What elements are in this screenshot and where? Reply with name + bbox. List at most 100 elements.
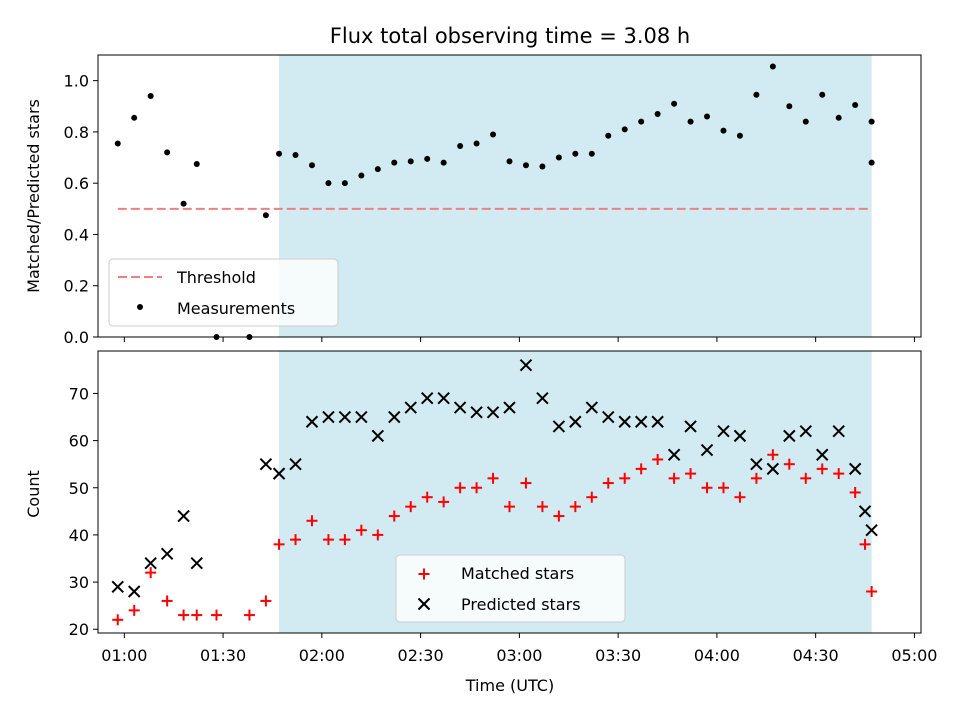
matched-point <box>859 538 871 550</box>
measurement-point <box>114 140 121 147</box>
predicted-point <box>634 415 648 428</box>
x-stroke-b <box>128 585 141 598</box>
matched-point <box>553 510 565 522</box>
x-stroke-b <box>783 429 796 443</box>
predicted-point <box>700 443 714 457</box>
matched-point <box>734 491 746 503</box>
predicted-point <box>259 457 273 471</box>
legend-predicted-label: Predicted stars <box>461 595 581 614</box>
predicted-point <box>799 424 812 438</box>
y-tick-label: 40 <box>69 526 89 545</box>
predicted-point <box>453 401 467 414</box>
measurement-point <box>391 159 398 166</box>
x-stroke-b <box>503 401 516 414</box>
x-stroke-b <box>865 523 878 537</box>
x-stroke-b <box>322 410 335 424</box>
x-stroke-b <box>799 424 812 438</box>
x-stroke-b <box>470 406 483 419</box>
x-stroke-b <box>177 509 190 523</box>
predicted-point <box>128 585 141 598</box>
legend-frame <box>108 258 339 327</box>
predicted-point <box>585 401 599 414</box>
measurement-point <box>180 200 187 207</box>
measurement-point <box>325 180 332 187</box>
x-stroke-b <box>684 420 697 433</box>
predicted-point <box>569 415 582 428</box>
x-axis-label: Time (UTC) <box>465 676 554 695</box>
measurement-point <box>555 154 562 161</box>
predicted-point <box>667 448 681 461</box>
predicted-point <box>355 410 368 424</box>
measurement-point <box>407 158 414 165</box>
x-stroke-b <box>420 391 434 405</box>
matched-point <box>569 501 581 513</box>
x-stroke-b <box>618 415 631 428</box>
y-tick-label: 0.0 <box>64 328 89 347</box>
x-stroke-b <box>766 462 780 476</box>
measurement-point <box>506 158 513 165</box>
x-tick-label: 05:00 <box>891 646 937 665</box>
matched-point <box>619 472 631 484</box>
count-legend: Matched stars Predicted stars <box>395 554 626 623</box>
x-stroke-b <box>651 415 664 428</box>
measurement-point <box>720 127 727 134</box>
x-stroke-b <box>667 448 681 461</box>
matched-point <box>191 609 203 621</box>
measurement-point <box>736 132 743 139</box>
predicted-point <box>766 462 780 476</box>
y-tick-label: 0.2 <box>64 277 89 296</box>
predicted-point <box>858 505 872 518</box>
matched-point <box>322 534 334 546</box>
x-stroke-b <box>717 424 730 438</box>
matched-point <box>372 529 384 541</box>
count-x-ticks: 01:00 01:30 02:00 02:30 03:00 03:30 04:00 04:30… <box>101 633 937 665</box>
x-stroke-b <box>160 547 174 560</box>
matched-point <box>866 586 878 598</box>
matched-point <box>520 477 532 489</box>
measurement-point <box>572 150 579 157</box>
observing-window-top <box>279 55 872 337</box>
matched-point <box>800 472 812 484</box>
x-stroke-b <box>404 401 417 414</box>
matched-point <box>112 614 124 626</box>
x-stroke-b <box>816 448 829 461</box>
measurement-point <box>753 91 760 98</box>
measurement-point <box>292 151 299 158</box>
predicted-point <box>519 358 533 372</box>
measurement-point <box>131 114 138 121</box>
x-tick-label: 02:30 <box>398 646 444 665</box>
measurement-point <box>358 172 365 179</box>
measurement-point <box>605 132 612 139</box>
predicted-point <box>322 410 335 424</box>
x-stroke-b <box>305 415 319 428</box>
measurement-point <box>588 150 595 157</box>
predicted-point <box>420 391 434 405</box>
y-tick-label: 0.6 <box>64 174 89 193</box>
matched-point <box>421 491 433 503</box>
measurement-point <box>374 166 381 173</box>
ratio-y-label: Matched/Predicted stars <box>24 99 43 293</box>
chart-title: Flux total observing time = 3.08 h <box>330 24 690 48</box>
matched-point <box>273 538 285 550</box>
y-tick-label: 70 <box>69 384 89 403</box>
x-tick-label: 03:00 <box>496 646 542 665</box>
matched-point <box>438 496 450 508</box>
matched-point <box>750 472 762 484</box>
ratio-panel: 0.0 0.2 0.4 0.6 0.8 1.0 Matched/Predicted sta… <box>24 54 922 347</box>
predicted-point <box>717 424 730 438</box>
matched-point <box>635 463 647 475</box>
predicted-point <box>437 391 450 405</box>
x-stroke-b <box>388 410 401 424</box>
x-tick-label: 01:00 <box>101 646 147 665</box>
matched-point <box>701 482 713 494</box>
predicted-point <box>651 415 664 428</box>
predicted-point <box>536 391 549 405</box>
predicted-point <box>388 410 401 424</box>
predicted-point <box>470 406 483 419</box>
predicted-point <box>684 420 697 433</box>
ratio-legend: Threshold Measurements <box>108 258 339 327</box>
matched-point <box>161 595 173 607</box>
x-stroke-b <box>519 358 533 372</box>
predicted-point <box>305 415 319 428</box>
